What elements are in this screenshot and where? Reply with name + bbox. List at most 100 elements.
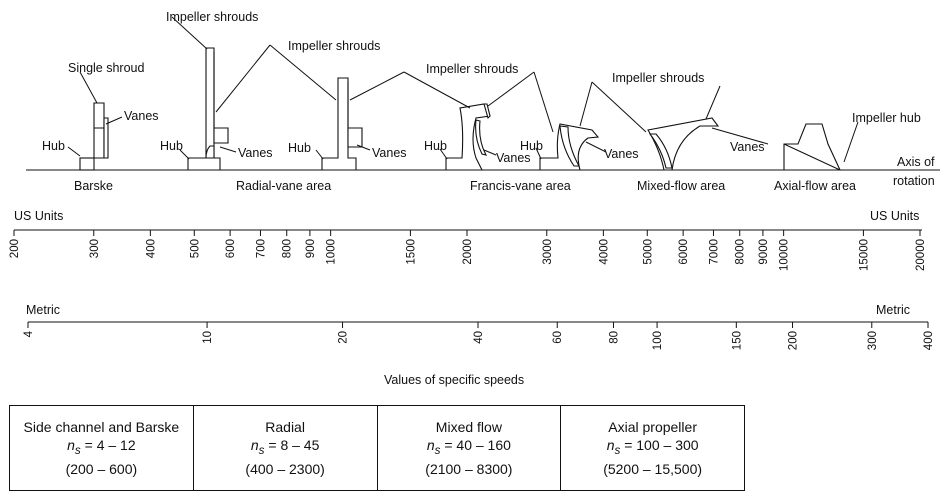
impeller-shrouds-label-2: Impeller shrouds — [288, 39, 380, 53]
francis-vanes-label: Vanes — [496, 151, 531, 165]
classification-title: Mixed flow — [435, 419, 502, 436]
mixed-vanes-label: Vanes — [730, 140, 765, 154]
ns-symbol: n — [426, 437, 435, 454]
ns-range: ns = 40 – 160 — [427, 436, 511, 460]
scale-caption: Values of specific speeds — [384, 373, 524, 387]
us-units-label-left: US Units — [14, 209, 63, 223]
us-units-label-right: US Units — [870, 209, 919, 223]
metric-scale-tick-label: 4 — [23, 330, 35, 337]
classification-cell: Axial propeller ns = 100 – 300 (5200 – 15,… — [561, 406, 744, 490]
francis-vane-impeller-drawing — [445, 103, 491, 171]
radial-vane-impeller-2-drawing — [321, 77, 363, 171]
transitional-hub-label: Hub — [520, 139, 543, 153]
us-scale-tick-label: 10000 — [779, 239, 791, 271]
barske-area-label: Barske — [74, 179, 113, 193]
metric-scale-tick-label: 100 — [652, 331, 664, 350]
ns-subscript: s — [434, 443, 441, 457]
ns-range: ns = 8 – 45 — [251, 436, 320, 460]
us-scale-ticks: 200 300 400 500 600 700 800 900 1000 1500 2000 3000… — [9, 230, 927, 271]
radial-hub-label: Hub — [160, 139, 183, 153]
metric-scale-tick-label: 60 — [552, 331, 564, 344]
axis-of-rotation-label-1: Axis of — [897, 155, 935, 169]
us-scale-tick-label: 15000 — [858, 239, 870, 271]
us-scale-tick-label: 600 — [225, 239, 237, 258]
ns-symbol: n — [67, 437, 75, 454]
us-range-value: (200 – 600) — [65, 460, 138, 477]
metric-scale-tick-label: 200 — [788, 331, 800, 350]
impeller-shrouds-label-3: Impeller shrouds — [426, 62, 518, 76]
us-scale-tick-label: 7000 — [708, 239, 720, 265]
ns-range-value: = 100 – 300 — [620, 437, 699, 454]
radial-vanes-label: Vanes — [238, 146, 273, 160]
us-range-value: (400 – 2300) — [245, 460, 325, 477]
impeller-shrouds-label-1: Impeller shrouds — [166, 10, 258, 24]
barske-impeller-drawing — [79, 102, 109, 171]
us-scale-tick-label: 200 — [9, 239, 21, 258]
ns-symbol: n — [250, 437, 259, 454]
ns-symbol: n — [606, 437, 615, 454]
barske-hub-label: Hub — [42, 139, 65, 153]
ns-subscript: s — [258, 443, 265, 457]
single-shroud-label: Single shroud — [68, 61, 144, 75]
metric-scale-tick-label: 150 — [731, 331, 743, 350]
metric-scale-tick-label: 40 — [473, 331, 485, 344]
us-scale-tick-label: 900 — [305, 239, 317, 258]
ns-range: ns = 100 – 300 — [607, 436, 699, 460]
ns-range-value: = 4 – 12 — [80, 437, 136, 454]
francis-vane-area-label: Francis-vane area — [470, 179, 571, 193]
us-scale-tick-label: 300 — [89, 239, 101, 258]
us-scale-tick-label: 800 — [282, 239, 294, 258]
us-scale-tick-label: 400 — [145, 239, 157, 258]
us-scale-tick-label: 2000 — [462, 239, 474, 265]
us-scale-tick-label: 5000 — [642, 239, 654, 265]
metric-scale-tick-label: 300 — [867, 331, 879, 350]
axial-flow-area-label: Axial-flow area — [774, 179, 856, 193]
us-scale-tick-label: 8000 — [735, 239, 747, 265]
radial-hub-label-2: Hub — [288, 141, 311, 155]
ns-range-value: = 8 – 45 — [264, 437, 320, 454]
us-scale-tick-label: 1000 — [326, 239, 338, 265]
us-range-value: (2100 – 8300) — [425, 460, 513, 477]
metric-scale-tick-label: 20 — [338, 331, 350, 344]
classification-title: Side channel and Barske — [23, 419, 180, 436]
radial-vane-area-label: Radial-vane area — [236, 179, 331, 193]
classification-title: Axial propeller — [608, 419, 697, 436]
us-scale-tick-label: 500 — [189, 239, 201, 258]
axial-flow-impeller-drawing — [783, 123, 841, 171]
us-scale-tick-label: 4000 — [598, 239, 610, 265]
impeller-shrouds-label-4: Impeller shrouds — [612, 71, 704, 85]
mixed-flow-impeller-drawing — [647, 117, 720, 171]
classification-table: Side channel and Barske ns = 4 – 12 (200 –… — [9, 405, 745, 491]
classification-cell: Side channel and Barske ns = 4 – 12 (200 –… — [10, 406, 194, 490]
ns-subscript: s — [74, 443, 81, 457]
metric-label-left: Metric — [26, 303, 60, 317]
us-scale-tick-label: 20000 — [915, 239, 927, 271]
radial-vanes-label-2: Vanes — [372, 146, 407, 160]
us-range-value: (5200 – 15,500) — [603, 460, 703, 477]
axis-of-rotation-label-2: rotation — [893, 174, 935, 188]
metric-scale-ticks: 4 10 20 40 60 80 100 150 200 300 400 — [23, 322, 935, 350]
us-scale-tick-label: 1500 — [405, 239, 417, 265]
transitional-vanes-label: Vanes — [604, 147, 639, 161]
metric-scale-tick-label: 10 — [202, 331, 214, 344]
francis-hub-label: Hub — [424, 139, 447, 153]
ns-subscript: s — [614, 443, 621, 457]
classification-cell: Mixed flow ns = 40 – 160 (2100 – 8300) — [378, 406, 562, 490]
transitional-impeller-drawing — [539, 123, 600, 171]
ns-range-value: = 40 – 160 — [440, 437, 511, 454]
mixed-flow-area-label: Mixed-flow area — [637, 179, 725, 193]
us-scale-tick-label: 9000 — [758, 239, 770, 265]
us-scale-tick-label: 6000 — [678, 239, 690, 265]
us-scale-tick-label: 3000 — [542, 239, 554, 265]
radial-vane-impeller-1-drawing — [187, 47, 229, 171]
metric-scale-tick-label: 400 — [923, 331, 935, 350]
us-scale-tick-label: 700 — [255, 239, 267, 258]
classification-title: Radial — [265, 419, 305, 436]
barske-vanes-label: Vanes — [124, 109, 159, 123]
classification-cell: Radial ns = 8 – 45 (400 – 2300) — [194, 406, 378, 490]
metric-scale-tick-label: 80 — [608, 331, 620, 344]
metric-label-right: Metric — [876, 303, 910, 317]
ns-range: ns = 4 – 12 — [67, 436, 136, 460]
impeller-hub-label: Impeller hub — [852, 111, 921, 125]
